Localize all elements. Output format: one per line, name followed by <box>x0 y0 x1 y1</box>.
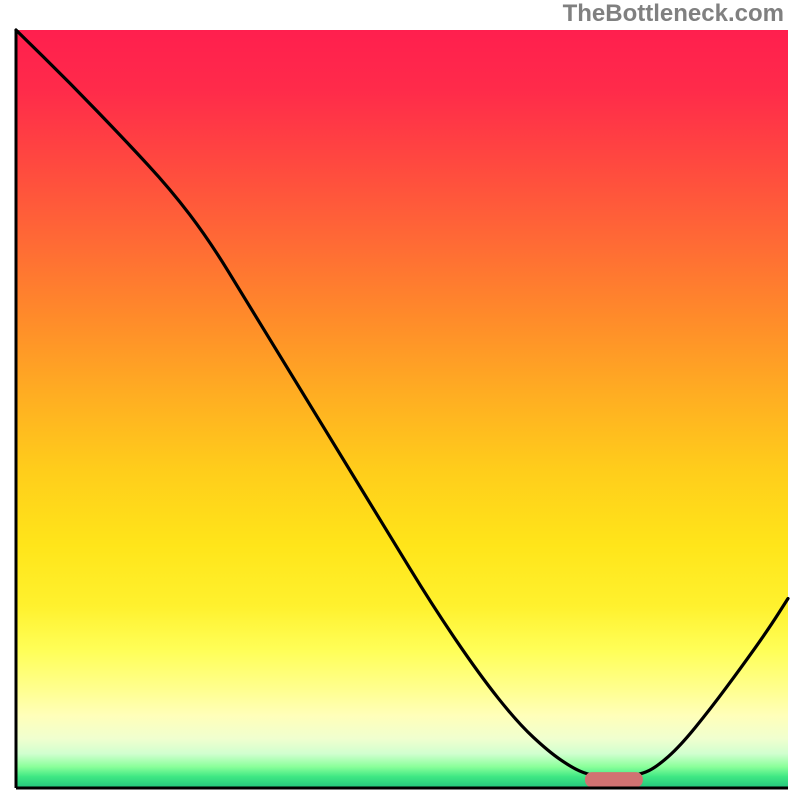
optimal-range-marker <box>585 772 643 787</box>
chart-container: TheBottleneck.com <box>0 0 800 800</box>
watermark-text: TheBottleneck.com <box>563 0 784 28</box>
chart-background <box>16 30 788 788</box>
bottleneck-chart <box>0 0 800 800</box>
